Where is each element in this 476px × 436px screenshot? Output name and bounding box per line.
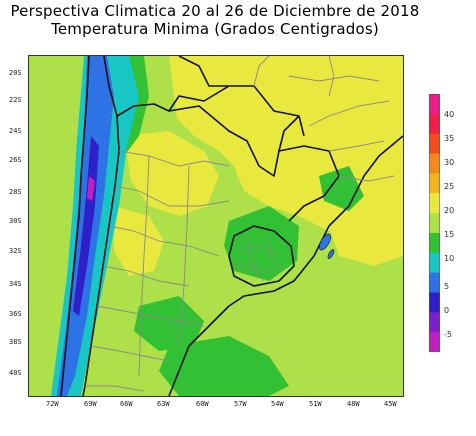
green-zone-pampa <box>134 296 204 351</box>
lat-label-36s: 36S <box>9 310 22 318</box>
colorbar-label-5: 5 <box>444 282 450 291</box>
atlantic-coast <box>168 135 403 396</box>
colorbar-segment <box>429 272 440 293</box>
colorbar-segment <box>429 312 440 333</box>
lon-label-72w: 72W <box>46 400 59 408</box>
chile-coastline <box>60 56 90 396</box>
lat-label-28s: 28S <box>9 188 22 196</box>
colorbar-segment <box>429 292 440 313</box>
lon-label-57w: 57W <box>234 400 247 408</box>
colorbar-segment <box>429 252 440 274</box>
colorbar-label-30: 30 <box>444 158 455 167</box>
lon-label-69w: 69W <box>84 400 97 408</box>
warm-zone-center <box>114 206 164 276</box>
bolivia-border <box>116 85 305 137</box>
uruguay-departments <box>233 235 285 282</box>
colorbar-segment <box>429 193 440 214</box>
lagoons <box>319 233 335 259</box>
colorbar-segment <box>429 113 440 135</box>
lon-label-45w: 45W <box>384 400 397 408</box>
lat-label-20s: 20S <box>9 69 22 77</box>
brazil-north-border <box>178 56 229 87</box>
pacific-ocean <box>29 56 84 396</box>
colorbar <box>429 94 440 352</box>
colorbar-segment <box>429 213 440 234</box>
chart-subtitle: Temperatura Minima (Grados Centigrados) <box>51 20 379 38</box>
colorbar-segment <box>429 94 440 115</box>
colorbar-segment <box>429 232 440 254</box>
colorbar-label-25: 25 <box>444 182 455 191</box>
chart-title: Perspectiva Climatica 20 al 26 de Diciem… <box>10 2 420 20</box>
colorbar-label-15: 15 <box>444 230 455 239</box>
lat-label-26s: 26S <box>9 156 22 164</box>
colorbar-label-35: 35 <box>444 134 455 143</box>
colorbar-segment <box>429 332 440 352</box>
paraguay-border <box>168 105 300 177</box>
lon-label-63w: 63W <box>157 400 170 408</box>
green-zone-uruguay <box>224 206 299 281</box>
colorbar-label-minus5: -5 <box>444 330 452 339</box>
colorbar-label-20: 20 <box>444 206 455 215</box>
lon-label-66w: 66W <box>120 400 133 408</box>
colorbar-label-40: 40 <box>444 110 455 119</box>
temperature-map <box>28 55 404 397</box>
map-canvas <box>29 56 403 396</box>
province-borders <box>85 56 395 392</box>
colorbar-segment <box>429 173 440 194</box>
colorbar-segment <box>429 153 440 174</box>
uruguay-border <box>228 225 295 287</box>
colorbar-label-0: 0 <box>444 306 450 315</box>
colorbar-segment <box>429 133 440 155</box>
cold-spot-magenta <box>87 176 95 201</box>
lat-label-34s: 34S <box>9 280 22 288</box>
lat-label-32s: 32S <box>9 247 22 255</box>
lon-label-60w: 60W <box>196 400 209 408</box>
lon-label-51w: 51W <box>309 400 322 408</box>
lon-label-48w: 48W <box>347 400 360 408</box>
colorbar-label-10: 10 <box>444 254 455 263</box>
colorbar-segments <box>429 94 440 352</box>
warm-zone-east <box>329 206 403 266</box>
green-zone-south <box>159 336 289 396</box>
lon-label-54w: 54W <box>271 400 284 408</box>
lat-label-22s: 22S <box>9 96 22 104</box>
lat-label-40s: 40S <box>9 369 22 377</box>
lat-label-24s: 24S <box>9 127 22 135</box>
lat-label-38s: 38S <box>9 338 22 346</box>
lat-label-30s: 30S <box>9 217 22 225</box>
